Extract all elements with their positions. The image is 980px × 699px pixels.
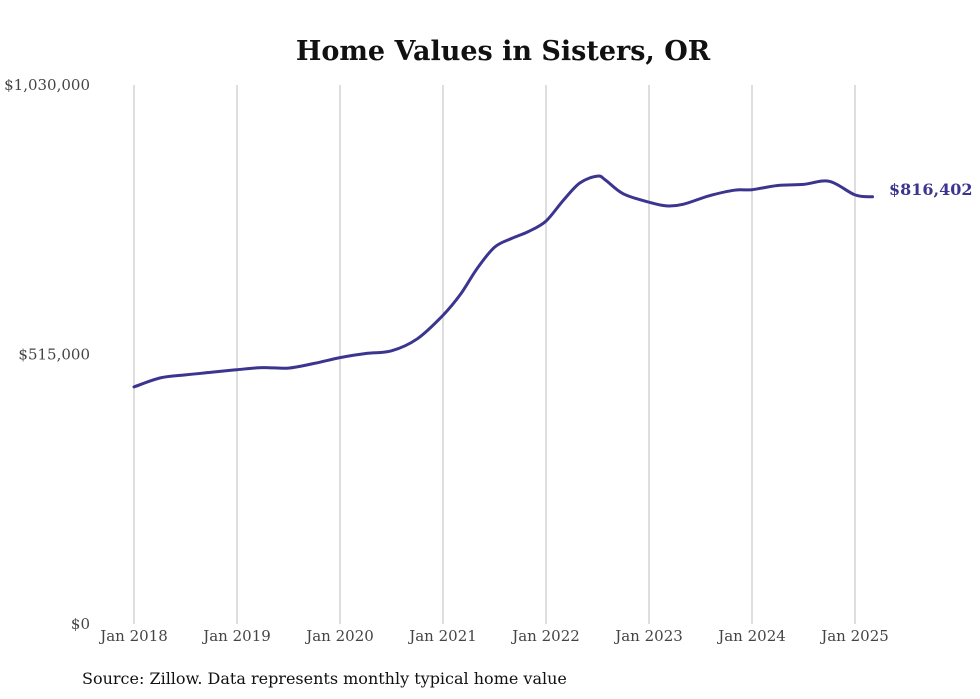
y-tick-label: $515,000 bbox=[18, 346, 90, 364]
chart-title: Home Values in Sisters, OR bbox=[296, 36, 711, 67]
x-tick-label: Jan 2021 bbox=[407, 627, 477, 645]
gridlines bbox=[133, 85, 856, 624]
series-layer bbox=[132, 174, 874, 389]
x-tick-label: Jan 2024 bbox=[716, 627, 786, 645]
y-axis-ticks: $1,030,000 $515,000 $0 bbox=[4, 76, 90, 633]
x-tick-label: Jan 2018 bbox=[98, 627, 168, 645]
end-value-label: $816,402 bbox=[889, 180, 973, 199]
x-tick-label: Jan 2023 bbox=[613, 627, 683, 645]
x-tick-label: Jan 2022 bbox=[510, 627, 580, 645]
x-tick-label: Jan 2025 bbox=[819, 627, 889, 645]
x-tick-label: Jan 2020 bbox=[304, 627, 374, 645]
y-tick-label: $0 bbox=[71, 615, 90, 633]
x-tick-label: Jan 2019 bbox=[201, 627, 271, 645]
y-tick-label: $1,030,000 bbox=[4, 76, 90, 94]
x-axis-ticks: Jan 2018 Jan 2019 Jan 2020 Jan 2021 Jan 2022… bbox=[98, 627, 889, 645]
series-line-0 bbox=[132, 174, 874, 389]
source-note: Source: Zillow. Data represents monthly … bbox=[82, 669, 567, 688]
